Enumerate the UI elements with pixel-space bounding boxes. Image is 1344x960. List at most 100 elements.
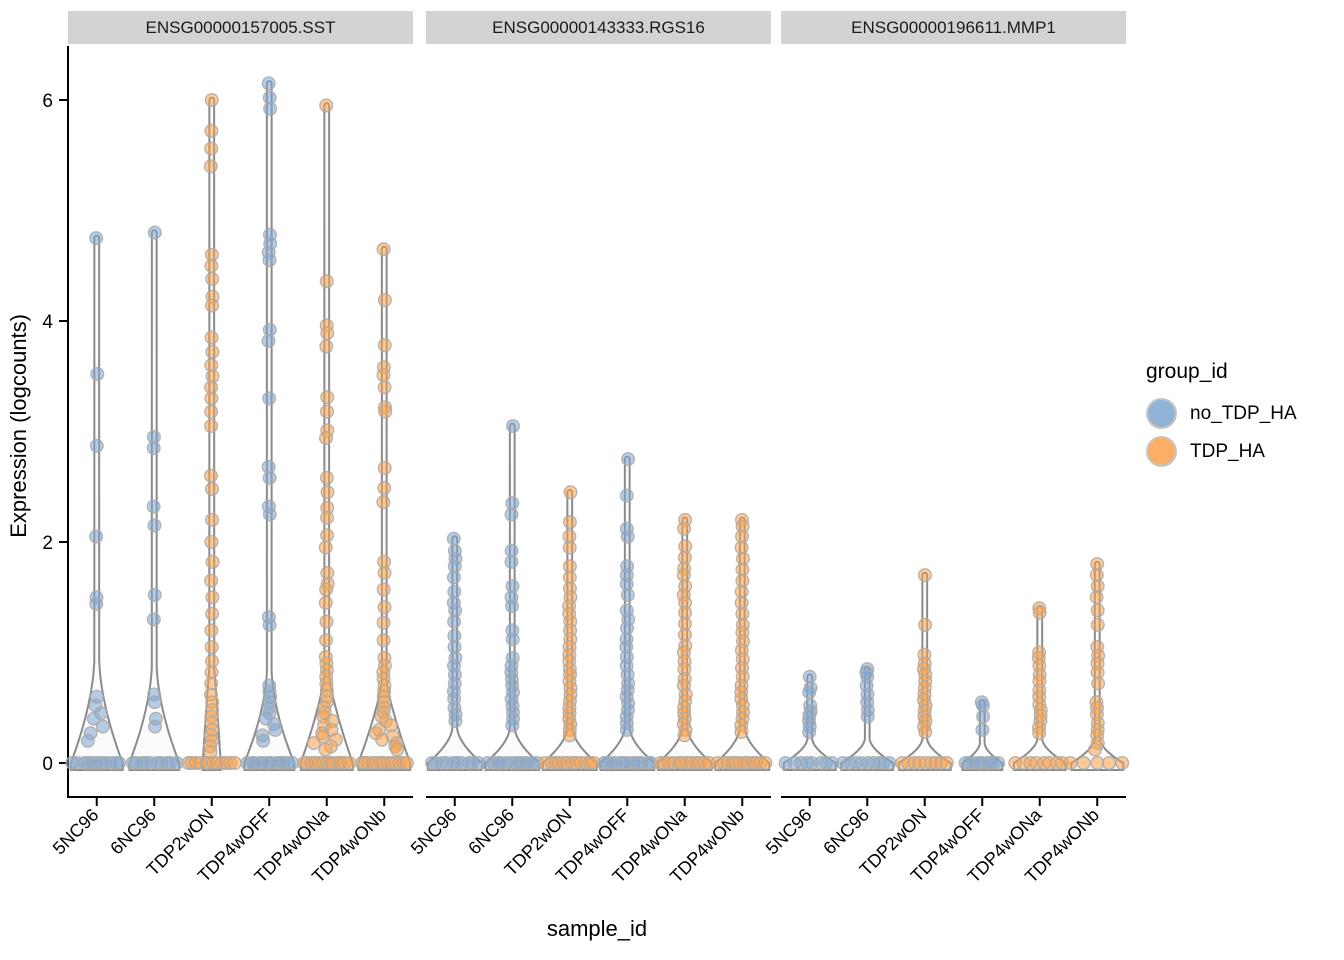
jitter-point <box>620 588 635 603</box>
legend-title: group_id <box>1146 360 1228 383</box>
jitter-point <box>562 728 577 743</box>
jitter-point <box>621 452 636 467</box>
jitter-point <box>918 725 933 740</box>
x-tick-label: 6NC96 <box>819 805 873 859</box>
jitter-point <box>319 431 334 446</box>
violin-TDP2wON <box>895 568 954 771</box>
jitter-point <box>377 461 392 476</box>
jitter-point <box>89 529 104 544</box>
legend-entry: TDP_HA <box>1146 436 1297 467</box>
jitter-point <box>320 404 335 419</box>
legend-entry-label: no_TDP_HA <box>1190 402 1297 424</box>
jitter-point <box>376 582 391 597</box>
jitter-point <box>562 515 577 530</box>
violin-6NC96 <box>125 225 184 771</box>
jitter-point <box>1076 756 1091 771</box>
jitter-point <box>256 733 271 748</box>
violin-5NC96 <box>425 531 486 771</box>
jitter-point <box>342 756 357 771</box>
jitter-point <box>204 391 219 406</box>
jitter-point <box>111 756 126 771</box>
jitter-point <box>399 756 414 771</box>
jitter-point <box>918 617 933 632</box>
jitter-point <box>320 510 335 525</box>
jitter-point <box>204 330 219 345</box>
jitter-point <box>227 756 242 771</box>
jitter-point <box>203 468 218 483</box>
jitter-point <box>1115 756 1130 771</box>
jitter-point <box>318 742 333 757</box>
facet-panel: 5NC96 6NC96TDP2wONTDP4wOFFTDP4wONaTDP4wON… <box>407 419 773 887</box>
violin-TDP4wONa <box>653 512 717 771</box>
legend-key-circle-no-tdp-ha <box>1146 398 1177 429</box>
jitter-point <box>505 632 520 647</box>
jitter-point <box>504 507 519 522</box>
jitter-point <box>1032 726 1047 741</box>
jitter-point <box>976 709 991 724</box>
x-tick-label: 5NC96 <box>762 805 816 859</box>
jitter-point <box>205 344 220 359</box>
jitter-point <box>1087 742 1102 757</box>
jitter-point <box>147 695 162 710</box>
x-axis-title: sample_id <box>546 916 648 941</box>
jitter-point <box>377 293 392 308</box>
legend: group_id no_TDP_HA TDP_HA <box>1146 360 1297 474</box>
jitter-point <box>1090 603 1105 618</box>
jitter-point <box>146 499 161 514</box>
jitter-point <box>320 485 335 500</box>
jitter-point <box>939 756 954 771</box>
jitter-point <box>169 756 184 771</box>
jitter-point <box>918 568 933 583</box>
jitter-point <box>802 685 817 700</box>
jitter-point <box>505 599 520 614</box>
jitter-point <box>262 617 277 632</box>
jitter-point <box>1090 617 1105 632</box>
jitter-point <box>261 333 276 348</box>
jitter-point <box>147 719 162 734</box>
jitter-point <box>204 404 219 419</box>
jitter-point <box>80 733 95 748</box>
jitter-point <box>263 101 278 116</box>
violin-TDP4wONa <box>1008 601 1070 771</box>
jitter-point <box>376 242 391 257</box>
jitter-point <box>1089 590 1104 605</box>
facet-strip-rgs16: ENSG00000143333.RGS16 <box>426 11 771 44</box>
jitter-point <box>319 339 334 354</box>
jitter-point <box>204 573 219 588</box>
jitter-point <box>89 596 104 611</box>
jitter-point <box>285 756 300 771</box>
y-tick-label: 2 <box>42 533 53 554</box>
jitter-point <box>204 92 219 107</box>
jitter-point <box>205 272 220 287</box>
jitter-point <box>378 404 393 419</box>
jitter-point <box>147 518 162 533</box>
jitter-point <box>146 612 161 627</box>
y-axis-title: Expression (logcounts) <box>6 314 31 538</box>
jitter-point <box>563 485 578 500</box>
jitter-point <box>377 338 392 353</box>
jitter-point <box>377 480 392 495</box>
jitter-point <box>205 554 220 569</box>
violin-outline <box>243 80 296 771</box>
jitter-point <box>734 725 749 740</box>
jitter-point <box>562 540 577 555</box>
jitter-point <box>376 495 391 510</box>
jitter-point <box>261 76 276 91</box>
jitter-point <box>1032 605 1047 620</box>
jitter-point <box>506 419 521 434</box>
jitter-point <box>320 528 335 543</box>
jitter-point <box>204 258 219 273</box>
jitter-point <box>376 615 391 630</box>
jitter-point <box>1090 756 1105 771</box>
facet-strip-mmp1: ENSG00000196611.MMP1 <box>781 11 1126 44</box>
jitter-point <box>319 582 334 597</box>
violin-6NC96 <box>480 419 545 771</box>
jitter-point <box>204 419 219 434</box>
jitter-point <box>307 736 322 751</box>
violin-TDP4wONa <box>297 98 357 771</box>
jitter-point <box>204 640 219 655</box>
violin-TDP4wONb <box>710 512 773 771</box>
jitter-point <box>205 606 220 621</box>
